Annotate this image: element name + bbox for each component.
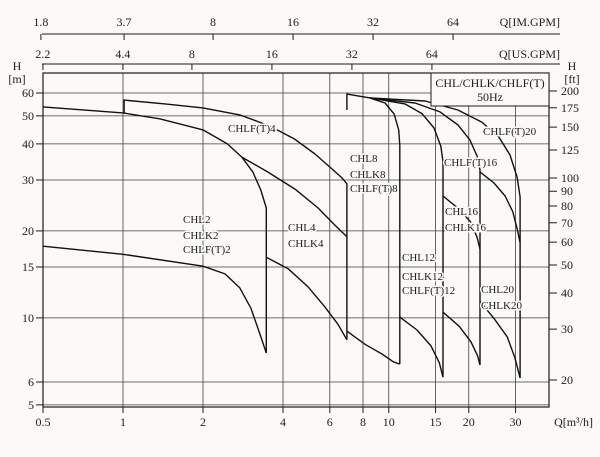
tick-label-im: 1.8 — [33, 15, 48, 29]
tick-label-h-ft: 30 — [561, 322, 573, 336]
axis-title-m3h: Q[m³/h] — [554, 415, 593, 429]
label-chl12-line1: CHL12 — [402, 252, 435, 264]
gridlines — [43, 73, 549, 407]
label-chl8-line1: CHL8 — [350, 153, 378, 165]
tick-label-im: 32 — [367, 15, 379, 29]
label-chl8-line3: CHLF(T)8 — [350, 183, 398, 195]
tick-label-im: 64 — [447, 15, 459, 29]
curve-chl4-lower — [265, 256, 348, 341]
title-line2: 50Hz — [477, 90, 503, 104]
curve-chl20-lower — [479, 300, 521, 379]
tick-label-h-m: 6 — [28, 375, 34, 389]
tick-label-h-ft: 60 — [561, 235, 573, 249]
label-chlf4-line1: CHLF(T)4 — [228, 123, 276, 135]
tick-label-h-ft: 20 — [561, 373, 573, 387]
curve-chl20-chlk20-upper — [479, 171, 521, 243]
tick-label-m3h: 8 — [360, 415, 366, 429]
tick-label-h-ft: 70 — [561, 216, 573, 230]
tick-label-us: 8 — [189, 47, 195, 61]
tick-label-im: 8 — [210, 15, 216, 29]
axis-unit-m: [m] — [8, 72, 25, 86]
axis-h-ft — [549, 90, 557, 381]
chart-frame — [42, 72, 550, 408]
curve-chlf16-upper — [369, 97, 481, 365]
label-chl4-line1: CHL4 — [288, 222, 316, 234]
tick-label-im: 16 — [287, 15, 299, 29]
curve-chl16-chlk16-upper — [442, 195, 481, 250]
tick-label-us: 64 — [426, 47, 438, 61]
axis-title-im-gpm: Q[IM.GPM] — [500, 15, 560, 29]
label-chl2-line3: CHLF(T)2 — [183, 244, 231, 256]
label-chl20-line2: CHLK20 — [481, 300, 522, 312]
label-chl20-line1: CHL20 — [481, 284, 515, 296]
tick-label-im: 3.7 — [117, 15, 132, 29]
tick-label-h-ft: 40 — [561, 286, 573, 300]
axis-title-us-gpm: Q[US.GPM] — [499, 47, 560, 61]
label-chl4-line2: CHLK4 — [288, 238, 324, 250]
axis-title-h-right: H — [568, 59, 577, 73]
label-chl2-line1: CHL2 — [183, 214, 211, 226]
curve-chl4-chlk4-upper — [241, 156, 348, 238]
pump-curves — [42, 93, 521, 379]
curve-chlf20-upper — [369, 97, 521, 378]
tick-label-h-ft: 125 — [561, 143, 579, 157]
axis-us-gpm — [42, 63, 560, 70]
label-chl12-line3: CHLF(T)12 — [402, 285, 455, 297]
title-box — [430, 72, 550, 107]
tick-label-h-ft: 200 — [561, 84, 579, 98]
tick-label-h-ft: 175 — [561, 101, 579, 115]
axis-m3h — [42, 407, 517, 413]
curve-chl8-lower — [346, 330, 401, 365]
curve-chl12-lower — [399, 316, 444, 378]
axis-h-m — [36, 92, 43, 406]
title-line1: CHL/CHLK/CHLF(T) — [435, 76, 544, 90]
tick-label-m3h: 20 — [463, 415, 475, 429]
tick-label-m3h: 4 — [280, 415, 286, 429]
tick-label-us: 2.2 — [35, 47, 50, 61]
tick-label-h-m: 60 — [22, 86, 34, 100]
label-chl2-line2: CHLK2 — [183, 230, 218, 242]
tick-label-h-m: 30 — [22, 173, 34, 187]
label-chlf20-line1: CHLF(T)20 — [483, 126, 537, 138]
tick-label-h-m: 50 — [22, 109, 34, 123]
tick-label-h-ft: 90 — [561, 184, 573, 198]
tick-label-m3h: 2 — [200, 415, 206, 429]
tick-label-m3h: 0.5 — [36, 415, 51, 429]
tick-label-m3h: 30 — [510, 415, 522, 429]
curve-chlf4-upper — [123, 99, 348, 340]
curve-chl8-upper — [346, 93, 401, 365]
tick-label-h-m: 10 — [22, 311, 34, 325]
label-chl12-line2: CHLK12 — [402, 271, 443, 283]
tick-label-us: 4.4 — [115, 47, 130, 61]
tick-label-h-ft: 150 — [561, 120, 579, 134]
label-chlf16-line1: CHLF(T)16 — [444, 157, 498, 169]
axis-unit-ft: [ft] — [564, 72, 579, 86]
axis-title-h-left: H — [13, 59, 22, 73]
curve-chl2-lower — [42, 245, 267, 354]
tick-label-h-m: 5 — [28, 398, 34, 412]
tick-label-m3h: 1 — [120, 415, 126, 429]
tick-label-us: 16 — [266, 47, 278, 61]
tick-label-h-m: 20 — [22, 224, 34, 238]
curve-chl2-upper — [42, 106, 267, 353]
tick-label-m3h: 6 — [327, 415, 333, 429]
curve-chl16-lower — [442, 311, 481, 366]
tick-label-m3h: 10 — [383, 415, 395, 429]
curve-chl12-upper — [369, 97, 444, 378]
tick-label-us: 32 — [346, 47, 358, 61]
axis-im-gpm — [40, 33, 560, 40]
tick-label-h-m: 15 — [22, 260, 34, 274]
tick-label-h-ft: 50 — [561, 258, 573, 272]
label-chl16-line1: CHL16 — [445, 206, 479, 218]
label-chl16-line2: CHLK16 — [445, 222, 486, 234]
tick-label-h-ft: 80 — [561, 199, 573, 213]
tick-label-m3h: 15 — [430, 415, 442, 429]
tick-label-h-ft: 100 — [561, 171, 579, 185]
label-chl8-line2: CHLK8 — [350, 169, 386, 181]
tick-label-h-m: 40 — [22, 137, 34, 151]
